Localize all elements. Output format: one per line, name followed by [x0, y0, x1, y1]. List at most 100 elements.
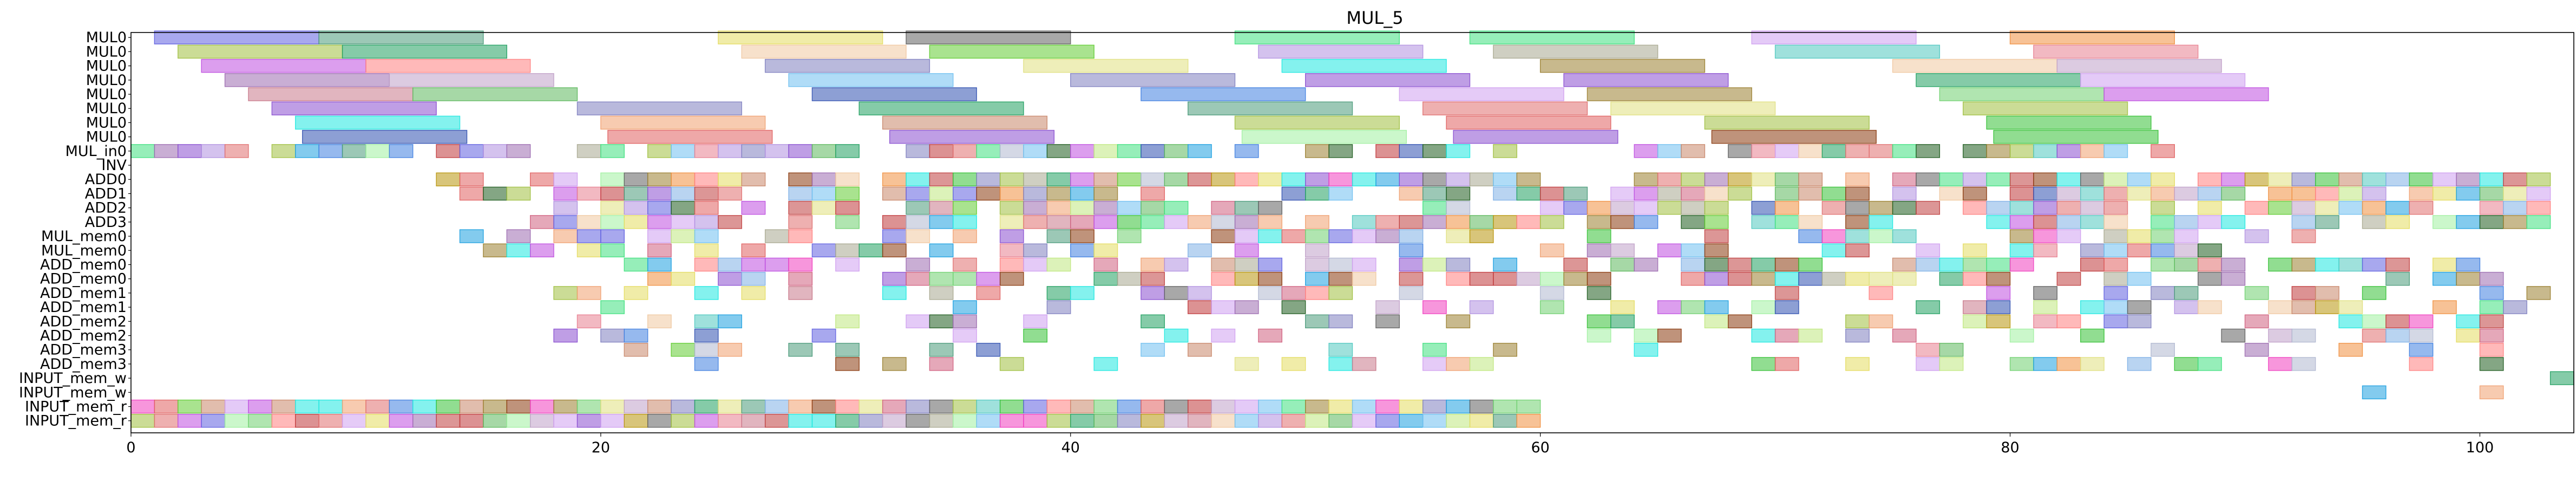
task-bar: [2127, 243, 2152, 258]
task-bar: [1539, 186, 1564, 201]
task-bar: [953, 144, 977, 158]
task-bar: [647, 413, 672, 428]
task-bar: [1453, 129, 1618, 144]
task-bar: [624, 399, 648, 414]
task-bar: [1728, 271, 1752, 286]
task-bar: [953, 215, 977, 229]
task-bar: [1892, 144, 1917, 158]
task-bar: [953, 200, 977, 215]
task-bar: [1140, 200, 1165, 215]
task-bar: [1634, 215, 1659, 229]
task-bar: [2221, 172, 2246, 186]
task-bar: [835, 144, 860, 158]
task-bar: [1140, 144, 1165, 158]
task-bar: [2315, 186, 2339, 201]
task-bar: [201, 144, 226, 158]
task-bar: [2362, 186, 2387, 201]
y-tick-label: MUL0: [86, 29, 127, 46]
task-bar: [154, 144, 179, 158]
task-bar: [1399, 87, 1564, 101]
task-bar: [1046, 399, 1071, 414]
task-bar: [2127, 186, 2152, 201]
task-bar: [178, 44, 343, 59]
task-bar: [1493, 186, 1517, 201]
task-bar: [1681, 257, 1706, 272]
task-bar: [506, 243, 531, 258]
task-bar: [2456, 328, 2481, 343]
task-bar: [1751, 200, 1776, 215]
task-bar: [1728, 257, 1752, 272]
task-bar: [1093, 399, 1118, 414]
task-bar: [1634, 342, 1659, 357]
task-bar: [929, 200, 954, 215]
task-bar: [1493, 342, 1517, 357]
task-bar: [1117, 271, 1142, 286]
task-bar: [1634, 144, 1659, 158]
task-bar: [2127, 172, 2152, 186]
task-bar: [1963, 172, 1987, 186]
task-bar: [1328, 186, 1353, 201]
task-bar: [718, 342, 742, 357]
task-bar: [2009, 257, 2034, 272]
y-tick-label: MUL_mem0: [41, 228, 127, 245]
task-bar: [1986, 271, 2011, 286]
task-bar: [1798, 229, 1823, 243]
task-bar: [1963, 257, 1987, 272]
task-bar: [2479, 271, 2504, 286]
task-bar: [1704, 229, 1729, 243]
task-bar: [835, 357, 860, 371]
task-bar: [811, 243, 836, 258]
task-bar: [999, 186, 1024, 201]
task-bar: [1070, 229, 1094, 243]
task-bar: [1657, 144, 1682, 158]
task-bar: [1446, 413, 1471, 428]
task-bar: [788, 286, 813, 300]
task-bar: [1140, 286, 1165, 300]
task-bar: [2080, 186, 2105, 201]
task-bar: [1188, 286, 1212, 300]
task-bar: [271, 101, 437, 115]
task-bar: [1422, 357, 1447, 371]
task-bar: [1352, 215, 1377, 229]
task-bar: [2080, 144, 2105, 158]
task-bar: [2197, 200, 2222, 215]
task-bar: [365, 144, 390, 158]
task-bar: [1751, 257, 1776, 272]
task-bar: [1352, 271, 1377, 286]
task-bar: [718, 413, 742, 428]
task-bar: [2221, 186, 2246, 201]
task-bar: [1610, 257, 1635, 272]
task-bar: [1469, 229, 1494, 243]
task-bar: [1422, 144, 1447, 158]
task-bar: [1023, 328, 1048, 343]
task-bar: [788, 186, 813, 201]
task-bar: [835, 257, 860, 272]
y-tick-label: ADD2: [85, 200, 127, 217]
task-bar: [1939, 257, 1964, 272]
task-bar: [1164, 399, 1189, 414]
task-bar: [882, 229, 907, 243]
task-bar: [929, 144, 954, 158]
task-bar: [953, 413, 977, 428]
task-bar: [2056, 314, 2081, 329]
task-bar: [2103, 257, 2128, 272]
task-bar: [2315, 300, 2339, 314]
task-bar: [976, 342, 1001, 357]
task-bar: [718, 257, 742, 272]
task-bar: [1774, 286, 1799, 300]
task-bar: [600, 144, 625, 158]
task-bar: [2338, 186, 2363, 201]
task-bar: [224, 144, 249, 158]
task-bar: [1422, 300, 1447, 314]
task-bar: [788, 73, 954, 87]
task-bar: [718, 215, 742, 229]
task-bar: [295, 399, 319, 414]
task-bar: [1352, 257, 1377, 272]
task-bar: [2033, 200, 2058, 215]
task-bar: [1493, 144, 1517, 158]
task-bar: [1093, 186, 1118, 201]
task-bar: [459, 399, 484, 414]
task-bar: [694, 257, 719, 272]
task-bar: [2174, 257, 2199, 272]
